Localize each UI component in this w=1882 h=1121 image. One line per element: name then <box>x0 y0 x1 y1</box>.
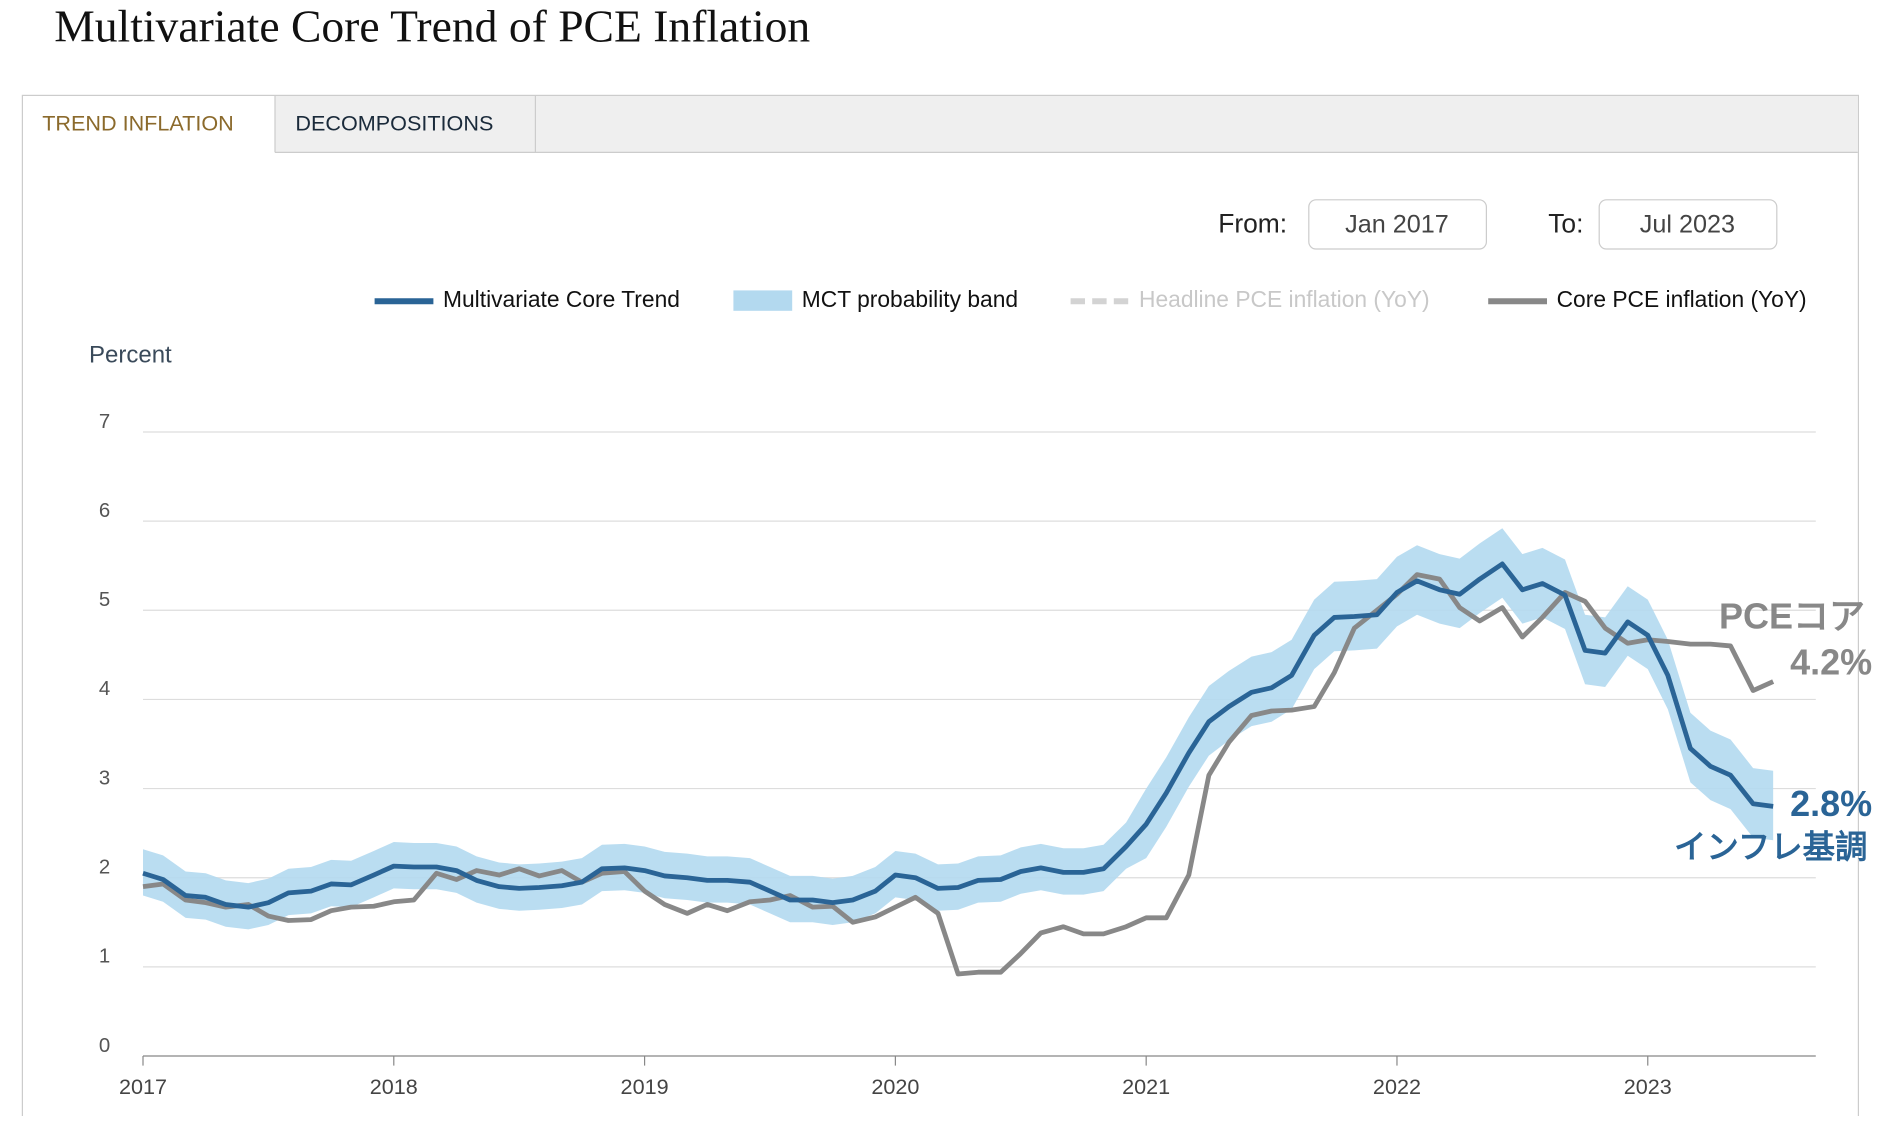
probability-band <box>143 528 1774 930</box>
tab-label[interactable]: DECOMPOSITIONS <box>295 111 493 136</box>
y-tick-label: 7 <box>99 411 110 433</box>
series-line <box>142 572 1775 977</box>
end-label: 2.8% <box>1790 783 1872 824</box>
panel <box>21 94 1859 1121</box>
x-tick-label: 2022 <box>1373 1074 1421 1099</box>
x-tick-label: 2023 <box>1624 1074 1672 1099</box>
legend-label: Headline PCE inflation (YoY) <box>1139 286 1430 312</box>
y-tick-label: 6 <box>99 500 110 522</box>
y-tick-label: 0 <box>99 1035 110 1057</box>
y-tick-label: 2 <box>99 857 110 879</box>
y-tick-label: 4 <box>99 678 110 700</box>
x-tick-label: 2020 <box>871 1074 919 1099</box>
tab-bar <box>23 96 1858 153</box>
x-tick-label: 2021 <box>1122 1074 1170 1099</box>
end-label: 4.2% <box>1790 641 1872 682</box>
to-input[interactable] <box>1598 199 1778 250</box>
legend-label: MCT probability band <box>802 286 1018 312</box>
tab-active[interactable] <box>23 96 275 154</box>
x-tick-label: 2017 <box>119 1074 167 1099</box>
tab-label[interactable]: TREND INFLATION <box>42 111 234 136</box>
x-tick-label: 2019 <box>621 1074 669 1099</box>
y-axis-label: Percent <box>89 342 172 369</box>
legend-swatch <box>733 290 793 311</box>
from-label: From: <box>1218 209 1287 239</box>
to-value[interactable]: Jul 2023 <box>1640 210 1735 238</box>
legend-label: Multivariate Core Trend <box>443 286 680 312</box>
annotation: インフレ基調 <box>1674 829 1867 865</box>
y-tick-label: 3 <box>99 767 110 789</box>
from-input[interactable] <box>1308 199 1487 250</box>
series-line <box>142 561 1774 910</box>
from-value[interactable]: Jan 2017 <box>1345 210 1449 238</box>
y-tick-label: 5 <box>99 589 110 611</box>
annotation: PCEコア <box>1719 596 1865 637</box>
y-tick-label: 1 <box>99 946 110 968</box>
legend-label: Core PCE inflation (YoY) <box>1557 286 1807 312</box>
x-tick-label: 2018 <box>370 1074 418 1099</box>
to-label: To: <box>1548 209 1583 239</box>
page-title: Multivariate Core Trend of PCE Inflation <box>54 1 810 52</box>
